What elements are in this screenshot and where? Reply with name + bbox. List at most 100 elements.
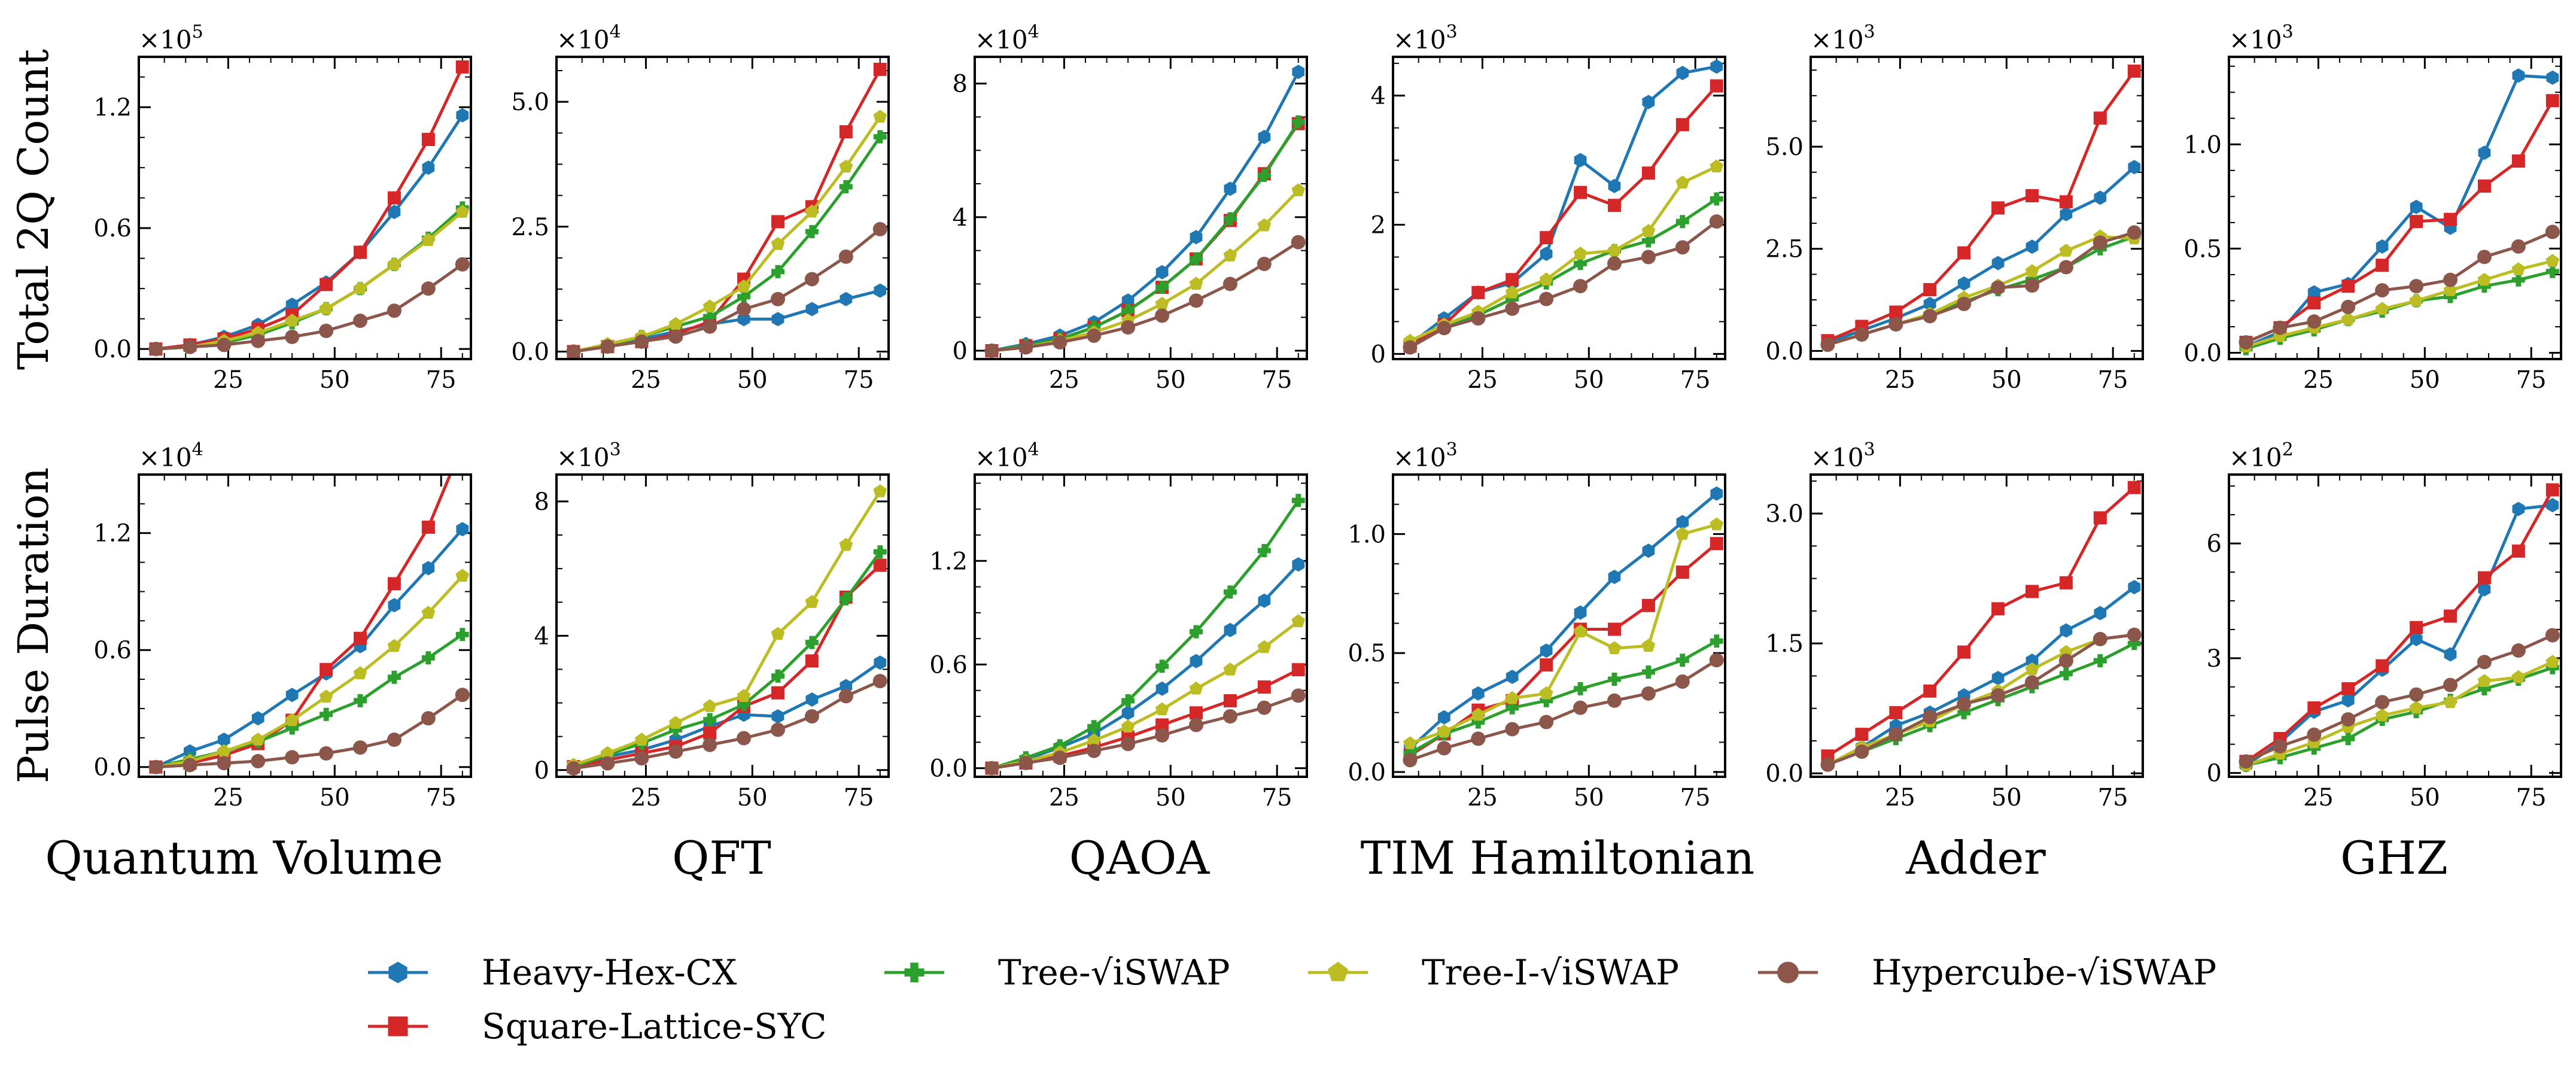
data-point-hypercube-sqrt-iswap (737, 302, 752, 317)
plot-area (566, 484, 887, 776)
panel-pulse-duration-adder: 25 50 75 0.0 1.5 3.0 ×103 (1765, 439, 2144, 811)
data-point-square-lattice-syc (1641, 598, 1655, 612)
series-line-tree-sqrt-iswap (156, 206, 464, 351)
series-line-hypercube-sqrt-iswap (1409, 220, 1718, 349)
data-point-heavy-hex-cx (1155, 265, 1169, 279)
series-line-tree-sqrt-iswap (1409, 640, 1718, 755)
data-point-hypercube-sqrt-iswap (2443, 272, 2458, 287)
data-point-square-lattice-syc (2307, 296, 2321, 309)
plot-area (148, 60, 470, 357)
y-tick-label: 2 (1371, 212, 1386, 239)
data-point-tree-i-sqrt-iswap (1291, 183, 1306, 196)
data-point-tree-sqrt-iswap (2511, 273, 2525, 287)
data-point-square-lattice-syc (1574, 186, 1587, 199)
data-point-hypercube-sqrt-iswap (387, 732, 402, 747)
data-point-hypercube-sqrt-iswap (2025, 278, 2039, 293)
data-point-heavy-hex-cx (2128, 160, 2141, 175)
x-tick-label: 75 (2098, 366, 2128, 394)
series-hypercube-sqrt-iswap (984, 235, 1306, 358)
data-point-heavy-hex-cx (771, 709, 784, 724)
data-point-tree-sqrt-iswap (771, 265, 784, 278)
data-point-hypercube-sqrt-iswap (2409, 279, 2424, 294)
series-square-lattice-syc (1821, 481, 2141, 763)
series-line-tree-sqrt-iswap (573, 551, 881, 768)
y-tick-label: 0.0 (2183, 340, 2222, 367)
series-line-tree-i-sqrt-iswap (156, 211, 464, 351)
panel-pulse-duration-quantum-volume: 25 50 75 0.0 0.6 1.2 ×104 (93, 439, 472, 811)
series-heavy-hex-cx (1821, 160, 2141, 350)
data-point-hypercube-sqrt-iswap (804, 709, 819, 724)
y-tick-label: 3.0 (1765, 500, 1803, 528)
series-line-hypercube-sqrt-iswap (2245, 230, 2553, 344)
series-line-hypercube-sqrt-iswap (573, 228, 881, 353)
data-point-tree-sqrt-iswap (1121, 304, 1135, 318)
data-point-square-lattice-syc (2477, 571, 2491, 585)
y-tick-label: 2.5 (511, 214, 549, 241)
column-title-tim-hamiltonian: TIM Hamiltonian (1361, 831, 1755, 885)
data-point-hypercube-sqrt-iswap (2307, 727, 2322, 742)
y-tick-label: 1.2 (929, 548, 968, 575)
data-point-hypercube-sqrt-iswap (566, 761, 581, 776)
series-line-hypercube-sqrt-iswap (992, 694, 1299, 770)
data-point-tree-i-sqrt-iswap (1155, 296, 1169, 310)
axes-frame (1392, 56, 1726, 360)
series-hypercube-sqrt-iswap (1820, 225, 2142, 352)
data-point-tree-sqrt-iswap (1675, 215, 1689, 229)
data-point-square-lattice-syc (873, 62, 887, 76)
data-point-tree-sqrt-iswap (1087, 720, 1101, 734)
series-square-lattice-syc (149, 60, 469, 356)
data-point-hypercube-sqrt-iswap (2511, 239, 2526, 254)
data-point-hypercube-sqrt-iswap (353, 314, 367, 329)
data-point-tree-i-sqrt-iswap (805, 204, 819, 218)
data-point-square-lattice-syc (1155, 718, 1169, 732)
data-point-hypercube-sqrt-iswap (634, 334, 649, 349)
data-point-square-lattice-syc (2341, 279, 2355, 293)
series-tree-sqrt-iswap (2239, 265, 2559, 355)
data-point-hypercube-sqrt-iswap (1675, 674, 1690, 689)
legend-entry-hypercube-sqrt-iswap: Hypercube-√iSWAP (1758, 952, 2216, 993)
series-tree-i-sqrt-iswap (2239, 655, 2560, 771)
data-point-tree-sqrt-iswap (703, 310, 717, 323)
data-point-tree-i-sqrt-iswap (702, 299, 717, 313)
data-point-heavy-hex-cx (2478, 145, 2491, 160)
data-point-tree-i-sqrt-iswap (1223, 662, 1237, 676)
series-square-lattice-syc (2239, 483, 2559, 768)
data-point-hypercube-sqrt-iswap (2058, 260, 2073, 275)
data-point-heavy-hex-cx (456, 522, 469, 537)
legend-label-hypercube-sqrt-iswap: Hypercube-√iSWAP (1872, 952, 2216, 993)
data-point-heavy-hex-cx (2128, 580, 2141, 595)
x-tick-label: 75 (1262, 366, 1292, 394)
series-square-lattice-syc (567, 62, 887, 358)
data-point-square-lattice-syc (2025, 189, 2039, 203)
data-point-heavy-hex-cx (2094, 606, 2107, 621)
data-point-heavy-hex-cx (1608, 178, 1621, 193)
x-tick-label: 50 (2410, 366, 2440, 394)
series-line-hypercube-sqrt-iswap (156, 263, 464, 351)
data-point-square-lattice-syc (2444, 212, 2457, 226)
data-point-hypercube-sqrt-iswap (1923, 710, 1938, 725)
data-point-tree-sqrt-iswap (455, 628, 469, 642)
data-point-hypercube-sqrt-iswap (634, 751, 649, 766)
data-point-square-lattice-syc (387, 191, 401, 205)
data-point-heavy-hex-cx (874, 283, 887, 298)
series-line-tree-i-sqrt-iswap (156, 575, 464, 769)
data-point-hypercube-sqrt-iswap (1573, 279, 1588, 294)
series-line-tree-i-sqrt-iswap (573, 490, 881, 767)
data-point-hypercube-sqrt-iswap (1155, 728, 1170, 743)
data-point-tree-sqrt-iswap (2093, 654, 2107, 668)
data-point-heavy-hex-cx (1540, 247, 1553, 262)
x-tick-label: 75 (426, 366, 457, 394)
series-hypercube-sqrt-iswap (566, 221, 887, 359)
data-point-square-lattice-syc (354, 631, 367, 645)
series-tree-sqrt-iswap (567, 545, 887, 774)
data-point-tree-i-sqrt-iswap (353, 281, 367, 294)
data-point-square-lattice-syc (1506, 273, 1519, 287)
column-title-qaoa: QAOA (1069, 831, 1210, 885)
data-point-heavy-hex-cx (1292, 557, 1305, 572)
y-tick-label: 0.0 (929, 755, 968, 783)
data-point-heavy-hex-cx (217, 732, 230, 747)
data-point-square-lattice-syc (1957, 645, 1971, 659)
data-point-tree-sqrt-iswap (737, 698, 751, 712)
data-point-hypercube-sqrt-iswap (2375, 695, 2390, 710)
